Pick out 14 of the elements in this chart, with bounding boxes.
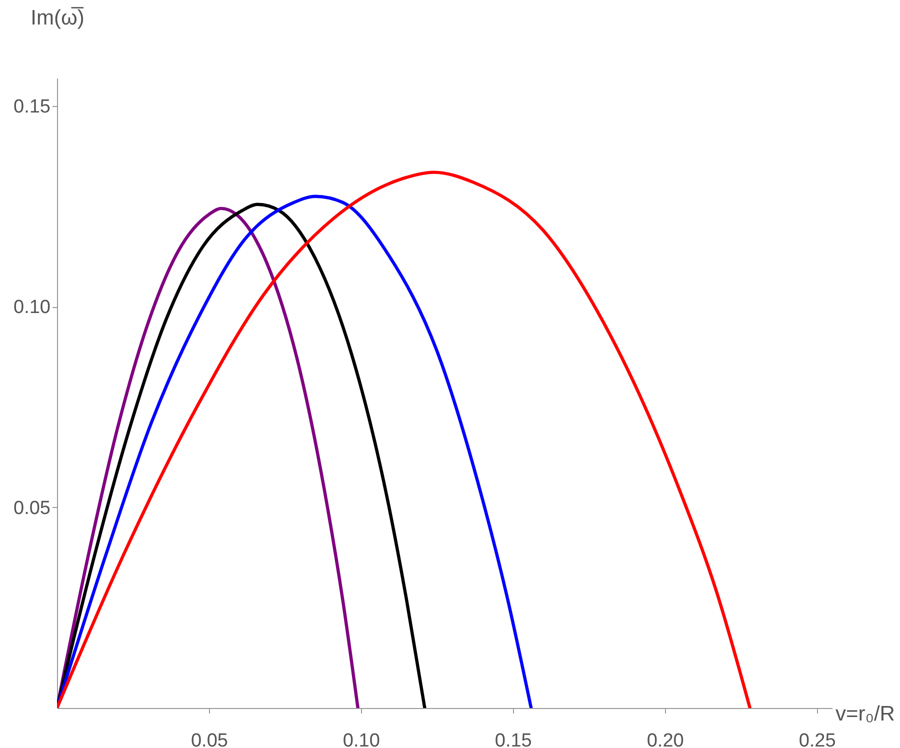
y-tick-label: 0.10 (14, 297, 50, 318)
x-tick-label: 0.25 (798, 730, 836, 748)
y-axis-title: Im(ω̅) (30, 6, 84, 30)
x-tick-label: 0.05 (190, 730, 228, 748)
x-tick-label: 0.10 (342, 730, 380, 748)
x-axis-title: v=r₀/R (836, 702, 895, 726)
line-series (57, 206, 360, 708)
x-tick-label: 0.15 (494, 730, 532, 748)
y-tick-label: 0.15 (14, 96, 50, 118)
line-series (57, 194, 533, 708)
line-series (57, 170, 752, 708)
line-series (57, 202, 426, 708)
y-tick-label: 0.05 (14, 498, 50, 519)
x-tick-label: 0.20 (646, 730, 684, 748)
